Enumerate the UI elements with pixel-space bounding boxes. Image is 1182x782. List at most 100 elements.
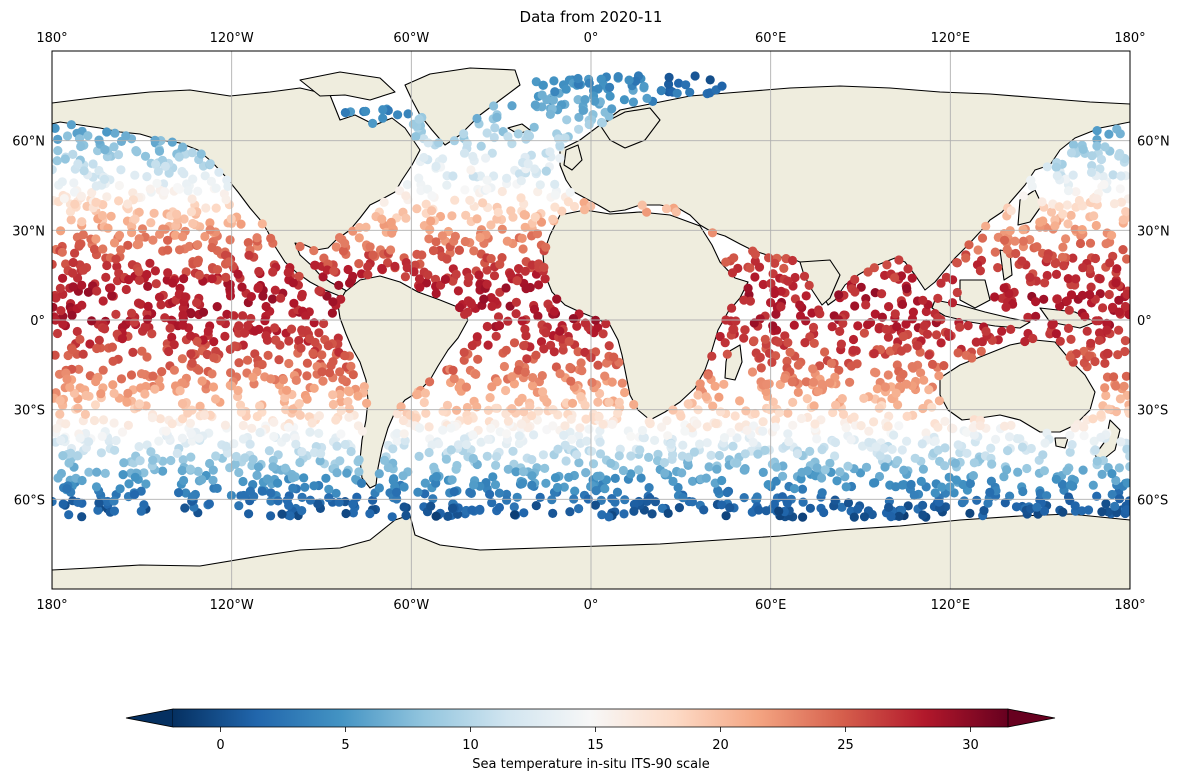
observation-point xyxy=(238,311,248,321)
observation-point xyxy=(460,236,470,247)
observation-point xyxy=(782,498,793,508)
observation-point xyxy=(541,328,551,338)
observation-point xyxy=(343,397,353,407)
observation-point xyxy=(533,187,543,197)
observation-point xyxy=(952,287,962,298)
observation-point xyxy=(257,219,267,229)
observation-point xyxy=(582,436,592,446)
observation-point xyxy=(514,169,525,179)
observation-point xyxy=(391,487,402,497)
observation-point xyxy=(98,296,108,306)
observation-point xyxy=(100,324,110,334)
observation-point xyxy=(229,439,239,449)
observation-point xyxy=(401,510,411,521)
observation-point xyxy=(1028,333,1038,344)
observation-point xyxy=(1012,434,1022,444)
observation-point xyxy=(270,323,280,333)
observation-point xyxy=(486,254,496,264)
observation-point xyxy=(817,445,827,455)
observation-point xyxy=(124,275,134,285)
observation-point xyxy=(438,154,448,164)
observation-point xyxy=(1100,383,1110,393)
observation-point xyxy=(760,445,770,455)
observation-point xyxy=(152,178,162,188)
observation-point xyxy=(123,388,133,398)
observation-point xyxy=(400,436,410,446)
observation-point xyxy=(134,399,145,409)
observation-point xyxy=(1085,264,1095,274)
observation-point xyxy=(754,262,765,272)
observation-point xyxy=(490,123,500,133)
observation-point xyxy=(77,475,87,486)
observation-point xyxy=(971,337,981,347)
observation-point xyxy=(207,274,217,284)
observation-point xyxy=(428,494,438,504)
observation-point xyxy=(177,433,187,443)
observation-point xyxy=(289,298,299,308)
observation-point xyxy=(231,451,241,462)
observation-point xyxy=(1114,151,1124,161)
observation-point xyxy=(535,492,545,502)
observation-point xyxy=(574,112,584,122)
observation-point xyxy=(55,409,65,419)
observation-point xyxy=(569,201,580,212)
observation-point xyxy=(328,399,338,410)
colorbar-tick-label: 5 xyxy=(341,738,349,753)
observation-point xyxy=(386,245,396,255)
observation-point xyxy=(1066,210,1076,220)
observation-point xyxy=(1065,447,1075,457)
observation-point xyxy=(1104,404,1114,414)
observation-point xyxy=(135,456,145,466)
observation-point xyxy=(743,283,753,293)
observation-point xyxy=(255,401,265,411)
observation-point xyxy=(56,435,66,445)
observation-point xyxy=(999,283,1009,293)
observation-point xyxy=(68,268,78,278)
observation-point xyxy=(424,422,434,432)
observation-point xyxy=(328,297,338,307)
observation-point xyxy=(577,366,587,376)
observation-point xyxy=(237,282,247,292)
observation-point xyxy=(185,331,196,341)
observation-point xyxy=(148,371,158,381)
observation-point xyxy=(969,458,979,468)
colorbar: 0 5 10 15 20 25 30 Sea temperature in-situ ITS… xyxy=(125,708,1056,772)
observation-point xyxy=(565,362,575,373)
observation-point xyxy=(163,245,173,255)
observation-point xyxy=(802,394,812,404)
observation-point xyxy=(309,481,319,491)
observation-point xyxy=(431,237,441,247)
observation-point xyxy=(73,159,83,169)
observation-point xyxy=(1086,167,1097,177)
observation-point xyxy=(918,464,929,474)
observation-point xyxy=(1096,154,1107,165)
observation-point xyxy=(977,233,988,243)
observation-point xyxy=(628,97,639,107)
observation-point xyxy=(1055,301,1065,311)
observation-point xyxy=(447,211,457,221)
observation-point xyxy=(834,290,844,300)
observation-point xyxy=(332,468,342,478)
observation-point xyxy=(808,322,819,332)
observation-point xyxy=(787,377,797,387)
observation-point xyxy=(1105,258,1115,268)
observation-point xyxy=(514,431,524,441)
observation-point xyxy=(423,138,433,148)
observation-point xyxy=(1097,469,1107,479)
observation-point xyxy=(810,419,820,429)
observation-point xyxy=(111,435,121,446)
observation-point xyxy=(92,286,102,296)
observation-point xyxy=(1068,253,1078,263)
observation-point xyxy=(269,417,279,427)
observation-point xyxy=(662,416,672,426)
observation-point xyxy=(809,401,819,411)
axis-tick-label: 120°E xyxy=(931,31,971,46)
observation-point xyxy=(169,365,179,375)
observation-point xyxy=(606,458,616,468)
observation-point xyxy=(567,398,578,408)
observation-point xyxy=(405,410,415,420)
observation-point xyxy=(354,222,365,233)
observation-point xyxy=(108,356,118,366)
observation-point xyxy=(511,467,521,477)
